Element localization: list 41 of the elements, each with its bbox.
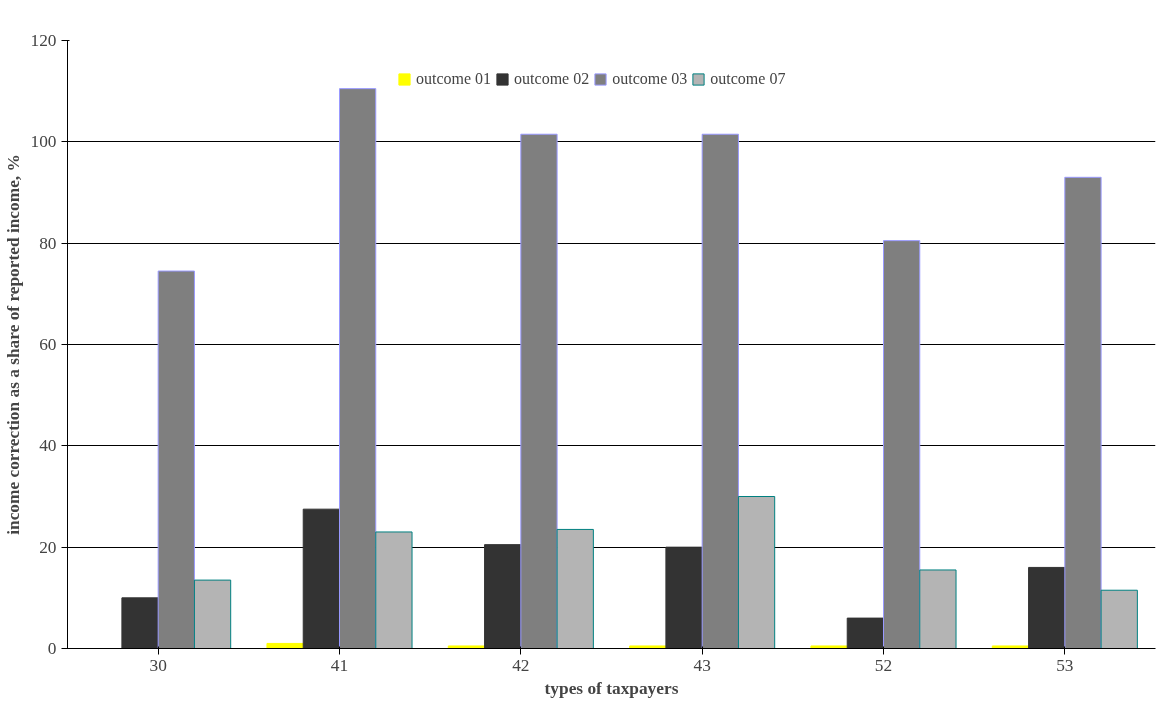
bar xyxy=(375,531,413,649)
x-tick-label: 41 xyxy=(330,655,349,675)
legend-label: outcome 02 xyxy=(514,70,590,88)
bar xyxy=(520,133,558,649)
y-tick-label: 40 xyxy=(39,436,57,456)
bar xyxy=(1064,176,1102,649)
bar xyxy=(1100,589,1138,649)
x-tick-label: 42 xyxy=(512,655,530,675)
bar xyxy=(157,270,195,649)
y-axis-title: income correction as a share of reported income, % xyxy=(3,154,23,535)
bar xyxy=(701,133,739,649)
y-tick-label: 20 xyxy=(39,537,57,557)
y-tick-label: 80 xyxy=(39,233,57,253)
x-tick-label: 53 xyxy=(1056,655,1074,675)
bar xyxy=(302,508,340,649)
x-tick-label: 30 xyxy=(149,655,167,675)
x-axis-title: types of taxpayers xyxy=(544,678,679,698)
bar xyxy=(846,617,884,649)
bar xyxy=(919,569,957,649)
x-tick-label: 43 xyxy=(693,655,711,675)
y-tick-label: 100 xyxy=(30,132,57,152)
bar xyxy=(447,645,486,649)
bar xyxy=(121,597,159,649)
x-tick-label: 52 xyxy=(874,655,893,675)
bar xyxy=(629,645,667,649)
y-tick-label: 60 xyxy=(39,335,57,354)
legend-label: outcome 01 xyxy=(416,70,492,88)
bar xyxy=(810,645,848,649)
bar xyxy=(665,546,703,649)
bar xyxy=(1028,566,1066,649)
legend-label: outcome 07 xyxy=(710,70,786,88)
bar xyxy=(339,88,377,649)
bar xyxy=(556,528,594,649)
bar xyxy=(883,240,921,649)
bar xyxy=(991,645,1030,649)
bar xyxy=(193,579,232,649)
legend-label: outcome 03 xyxy=(612,70,688,88)
y-tick-label: 0 xyxy=(47,639,57,658)
bar xyxy=(484,544,522,649)
y-tick-label: 120 xyxy=(30,31,57,50)
bar xyxy=(737,496,776,649)
